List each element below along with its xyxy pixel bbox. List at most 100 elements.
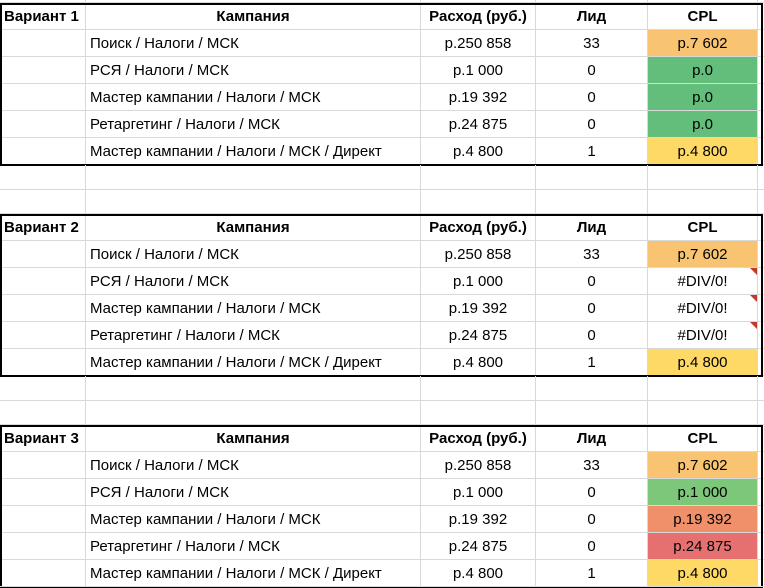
empty-cell[interactable]: [0, 111, 86, 137]
empty-cell[interactable]: [86, 376, 421, 400]
empty-cell[interactable]: [0, 322, 86, 348]
empty-cell[interactable]: [536, 190, 648, 213]
leads-cell[interactable]: 0: [536, 268, 648, 294]
empty-cell[interactable]: [758, 295, 764, 321]
cost-cell[interactable]: р.19 392: [421, 506, 536, 532]
leads-cell[interactable]: 0: [536, 84, 648, 110]
campaign-cell[interactable]: Мастер кампании / Налоги / МСК / Директ: [86, 560, 421, 586]
campaign-cell[interactable]: РСЯ / Налоги / МСК: [86, 57, 421, 83]
empty-cell[interactable]: [648, 401, 758, 424]
empty-cell[interactable]: [0, 84, 86, 110]
campaign-cell[interactable]: РСЯ / Налоги / МСК: [86, 268, 421, 294]
leads-cell[interactable]: 0: [536, 322, 648, 348]
leads-cell[interactable]: 0: [536, 57, 648, 83]
header-cost[interactable]: Расход (руб.): [421, 3, 536, 29]
empty-cell[interactable]: [0, 376, 86, 400]
header-campaign[interactable]: Кампания: [86, 214, 421, 240]
empty-cell[interactable]: [648, 581, 758, 586]
empty-cell[interactable]: [758, 84, 764, 110]
header-cpl[interactable]: CPL: [648, 214, 758, 240]
cpl-cell[interactable]: р.4 800: [648, 349, 758, 375]
leads-cell[interactable]: 1: [536, 349, 648, 375]
cost-cell[interactable]: р.1 000: [421, 268, 536, 294]
empty-cell[interactable]: [0, 401, 86, 424]
empty-cell[interactable]: [0, 506, 86, 532]
campaign-cell[interactable]: Мастер кампании / Налоги / МСК / Директ: [86, 349, 421, 375]
empty-cell[interactable]: [758, 57, 764, 83]
leads-cell[interactable]: 33: [536, 30, 648, 56]
header-cost[interactable]: Расход (руб.): [421, 214, 536, 240]
empty-cell[interactable]: [758, 241, 764, 267]
cost-cell[interactable]: р.4 800: [421, 349, 536, 375]
cost-cell[interactable]: р.250 858: [421, 452, 536, 478]
header-campaign[interactable]: Кампания: [86, 425, 421, 451]
empty-cell[interactable]: [86, 401, 421, 424]
empty-cell[interactable]: [86, 581, 421, 586]
empty-cell[interactable]: [0, 190, 86, 213]
leads-cell[interactable]: 0: [536, 533, 648, 559]
empty-cell[interactable]: [758, 214, 764, 240]
empty-cell[interactable]: [0, 0, 86, 2]
cpl-cell[interactable]: р.4 800: [648, 138, 758, 164]
cpl-cell[interactable]: р.0: [648, 57, 758, 83]
empty-cell[interactable]: [648, 376, 758, 400]
leads-cell[interactable]: 33: [536, 241, 648, 267]
empty-cell[interactable]: [0, 241, 86, 267]
leads-cell[interactable]: 0: [536, 111, 648, 137]
empty-cell[interactable]: [758, 349, 764, 375]
cpl-cell[interactable]: #DIV/0!: [648, 322, 758, 348]
empty-cell[interactable]: [758, 30, 764, 56]
empty-cell[interactable]: [648, 165, 758, 189]
empty-cell[interactable]: [421, 376, 536, 400]
empty-cell[interactable]: [536, 581, 648, 586]
variant-label[interactable]: Вариант 2: [0, 214, 86, 240]
empty-cell[interactable]: [758, 3, 764, 29]
cpl-cell[interactable]: р.1 000: [648, 479, 758, 505]
header-leads[interactable]: Лид: [536, 425, 648, 451]
empty-cell[interactable]: [0, 138, 86, 164]
empty-cell[interactable]: [758, 0, 764, 2]
empty-cell[interactable]: [0, 57, 86, 83]
cpl-cell[interactable]: р.4 800: [648, 560, 758, 586]
campaign-cell[interactable]: РСЯ / Налоги / МСК: [86, 479, 421, 505]
campaign-cell[interactable]: Ретаргетинг / Налоги / МСК: [86, 111, 421, 137]
empty-cell[interactable]: [758, 376, 764, 400]
campaign-cell[interactable]: Мастер кампании / Налоги / МСК / Директ: [86, 138, 421, 164]
empty-cell[interactable]: [758, 268, 764, 294]
header-leads[interactable]: Лид: [536, 3, 648, 29]
cpl-cell[interactable]: р.7 602: [648, 452, 758, 478]
empty-cell[interactable]: [758, 190, 764, 213]
empty-cell[interactable]: [536, 401, 648, 424]
empty-cell[interactable]: [421, 0, 536, 2]
cpl-cell[interactable]: р.24 875: [648, 533, 758, 559]
campaign-cell[interactable]: Ретаргетинг / Налоги / МСК: [86, 533, 421, 559]
leads-cell[interactable]: 1: [536, 138, 648, 164]
cost-cell[interactable]: р.24 875: [421, 533, 536, 559]
empty-cell[interactable]: [0, 349, 86, 375]
cost-cell[interactable]: р.1 000: [421, 479, 536, 505]
campaign-cell[interactable]: Мастер кампании / Налоги / МСК: [86, 84, 421, 110]
empty-cell[interactable]: [648, 190, 758, 213]
empty-cell[interactable]: [421, 190, 536, 213]
cost-cell[interactable]: р.1 000: [421, 57, 536, 83]
empty-cell[interactable]: [0, 452, 86, 478]
cpl-cell[interactable]: р.19 392: [648, 506, 758, 532]
empty-cell[interactable]: [86, 165, 421, 189]
empty-cell[interactable]: [758, 401, 764, 424]
leads-cell[interactable]: 0: [536, 479, 648, 505]
empty-cell[interactable]: [0, 295, 86, 321]
header-leads[interactable]: Лид: [536, 214, 648, 240]
empty-cell[interactable]: [86, 0, 421, 2]
header-campaign[interactable]: Кампания: [86, 3, 421, 29]
empty-cell[interactable]: [758, 425, 764, 451]
leads-cell[interactable]: 0: [536, 295, 648, 321]
cpl-cell[interactable]: #DIV/0!: [648, 268, 758, 294]
empty-cell[interactable]: [0, 165, 86, 189]
header-cpl[interactable]: CPL: [648, 425, 758, 451]
leads-cell[interactable]: 0: [536, 506, 648, 532]
empty-cell[interactable]: [536, 376, 648, 400]
empty-cell[interactable]: [648, 0, 758, 2]
cost-cell[interactable]: р.24 875: [421, 322, 536, 348]
variant-label[interactable]: Вариант 3: [0, 425, 86, 451]
empty-cell[interactable]: [536, 165, 648, 189]
